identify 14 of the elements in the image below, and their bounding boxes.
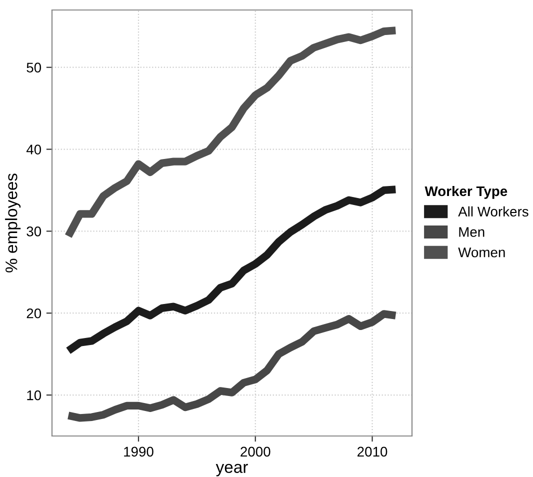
legend-label: All Workers [458,206,528,217]
y-axis-title: % employees [5,174,21,272]
x-tick-label: 2010 [358,446,388,457]
x-tick-label: 1990 [124,446,154,457]
x-axis-title: year [216,464,248,476]
legend-label: Men [459,227,484,237]
y-tick-label: 30 [26,226,42,236]
y-tick-label: 50 [26,62,42,73]
y-tick-label: 10 [27,390,42,400]
x-tick-label: 2000 [240,446,270,457]
legend-label: Women [458,248,505,258]
y-tick-label: 40 [26,144,42,154]
legend-title: Worker Type [424,186,508,199]
y-tick-label: 20 [26,308,42,318]
